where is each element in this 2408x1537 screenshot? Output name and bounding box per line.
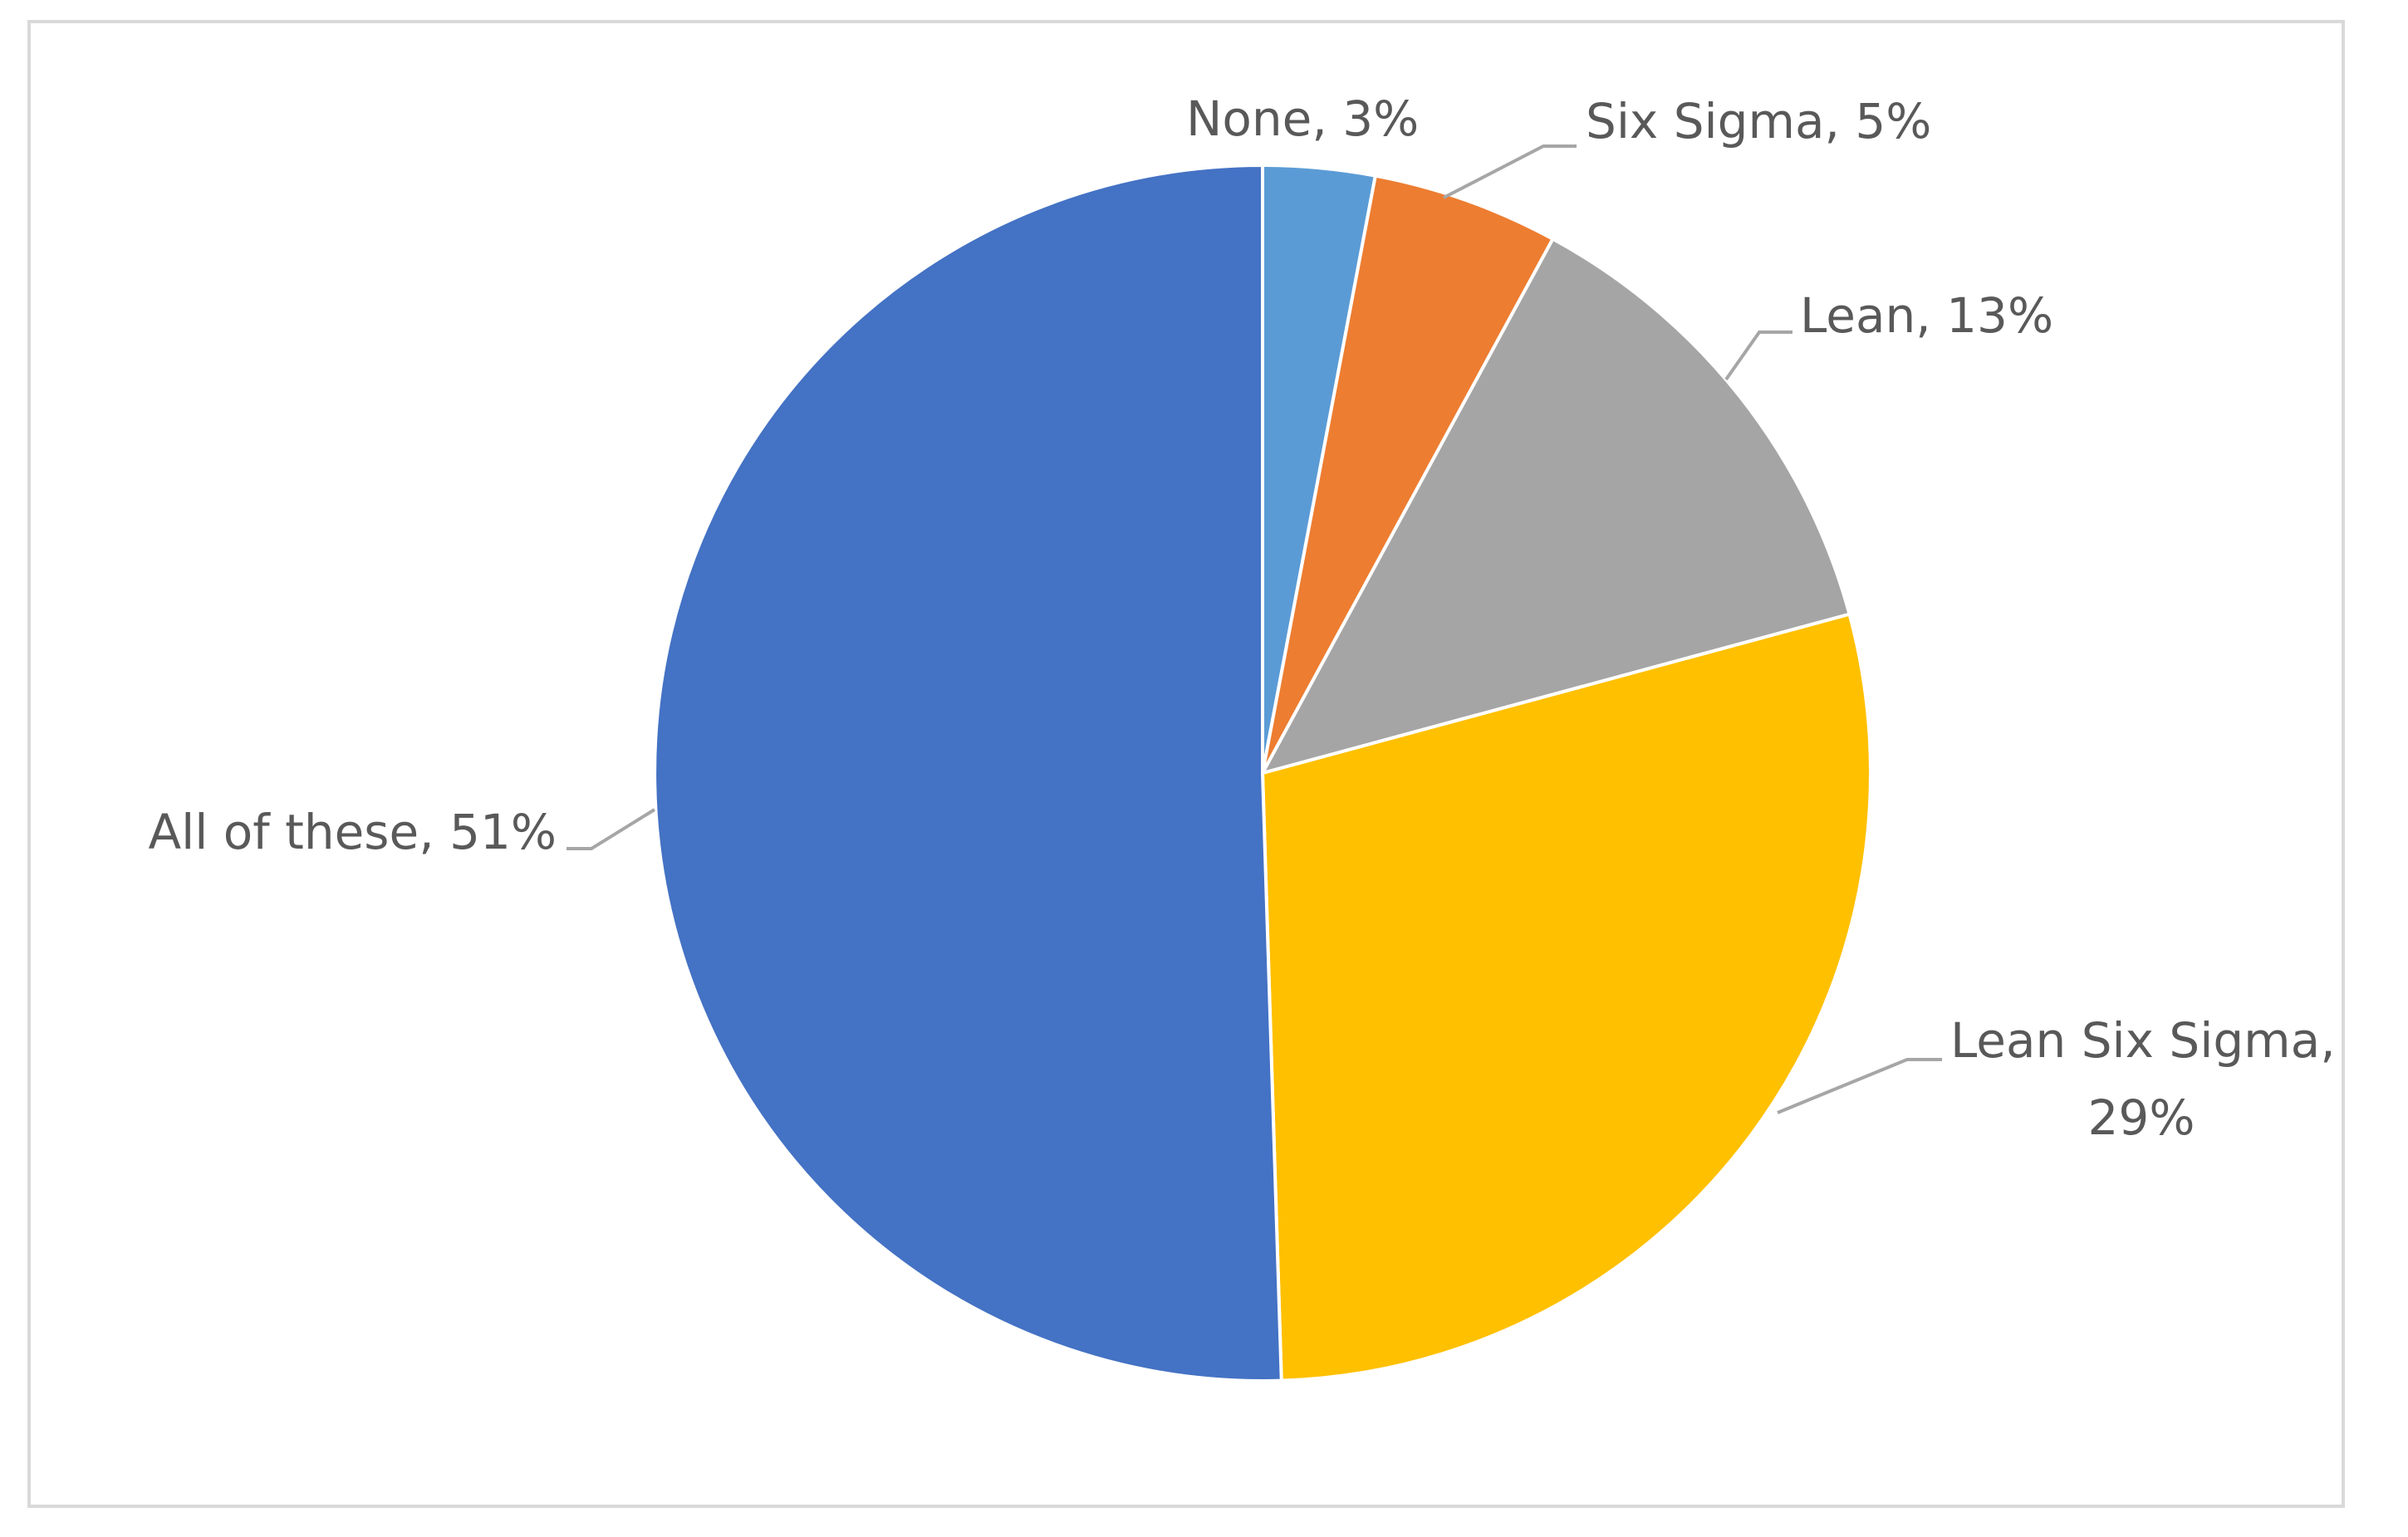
data-labels: None, 3% Six Sigma, 5% Lean, 13% Lean Six S… (148, 91, 2335, 1146)
leader-lines (566, 144, 1942, 1114)
pie-slice-all-of-these (653, 163, 1283, 1383)
data-label-lean-six-sigma-line2: 29% (2088, 1089, 2195, 1146)
slices-layer (653, 163, 1872, 1383)
pie-slice-six-sigma (1261, 174, 1556, 774)
data-label-none: None, 3% (1186, 91, 1419, 147)
data-label-lean-six-sigma-line1: Lean Six Sigma, (1950, 1012, 2336, 1069)
leader-line-all-of-these (566, 808, 656, 850)
leader-line-lean (1724, 330, 1793, 381)
data-label-six-sigma: Six Sigma, 5% (1586, 93, 1931, 149)
data-label-lean: Lean, 13% (1800, 287, 2053, 344)
pie-slice-lean-six-sigma (1260, 612, 1872, 1383)
leader-line-lean-six-sigma (1777, 1058, 1942, 1114)
leader-line-six-sigma (1443, 144, 1577, 199)
data-label-all-of-these: All of these, 51% (148, 804, 557, 860)
pie-slice-lean (1259, 237, 1852, 776)
